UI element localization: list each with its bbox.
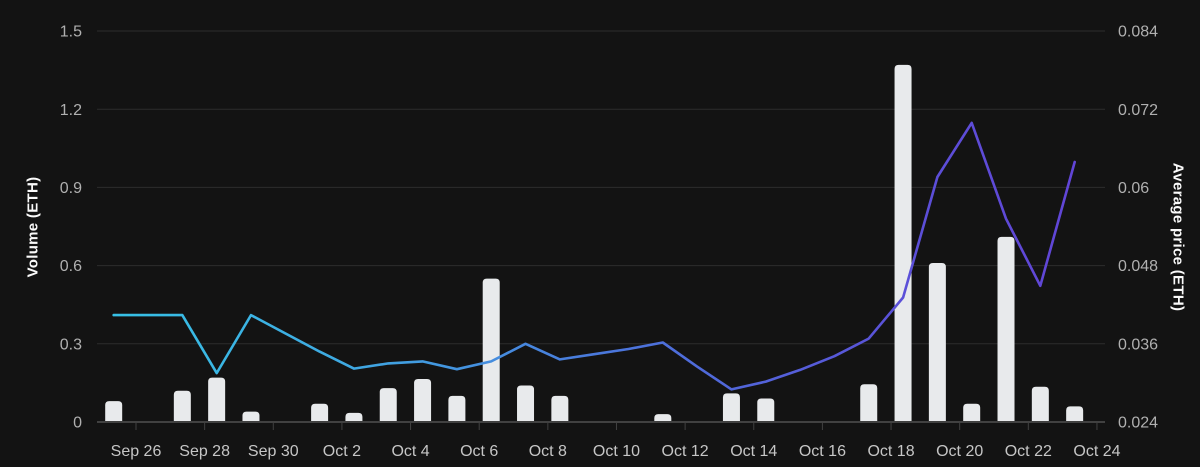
x-axis-tick-label: Oct 6 xyxy=(460,443,498,460)
right-axis-title: Average price (ETH) xyxy=(1169,162,1187,312)
y-axis-tick-label: 0.048 xyxy=(1118,258,1158,275)
x-axis-tick-label: Oct 24 xyxy=(1073,443,1120,460)
left-axis-title: Volume (ETH) xyxy=(24,176,42,278)
x-axis-tick-label: Oct 22 xyxy=(1005,443,1052,460)
y-axis-tick-label: 0.036 xyxy=(1118,336,1158,353)
x-axis-tick-label: Sep 26 xyxy=(111,443,162,460)
volume-bar[interactable] xyxy=(173,390,191,424)
volume-bar[interactable] xyxy=(414,378,432,424)
x-axis-tick-label: Oct 2 xyxy=(323,443,361,460)
x-axis-tick-label: Oct 14 xyxy=(730,443,777,460)
y-axis-right: 0.024 0.036 0.048 0.06 0.072 0.084 xyxy=(1118,24,1158,432)
volume-bar[interactable] xyxy=(208,377,226,424)
y-axis-tick-label: 0.084 xyxy=(1118,24,1158,41)
y-axis-tick-label: 0 xyxy=(73,415,82,432)
price-line[interactable] xyxy=(112,121,1076,391)
y-axis-tick-label: 0.06 xyxy=(1118,180,1149,197)
x-axis-tick-label: Sep 30 xyxy=(248,443,299,460)
x-axis-tick-label: Oct 4 xyxy=(391,443,429,460)
x-axis-tick-label: Oct 18 xyxy=(867,443,914,460)
x-axis-tick-label: Sep 28 xyxy=(179,443,230,460)
volume-bar[interactable] xyxy=(722,393,740,424)
volume-bar[interactable] xyxy=(963,403,981,424)
x-axis-tick-label: Oct 20 xyxy=(936,443,983,460)
volume-bar[interactable] xyxy=(928,262,946,424)
volume-bar[interactable] xyxy=(379,388,397,424)
volume-bar[interactable] xyxy=(242,411,260,424)
volume-bar[interactable] xyxy=(997,236,1015,424)
x-axis-tick-label: Oct 10 xyxy=(593,443,640,460)
volume-bar[interactable] xyxy=(757,398,775,424)
y-axis-tick-label: 0.6 xyxy=(60,258,82,275)
volume-bar[interactable] xyxy=(517,385,535,424)
volume-bar[interactable] xyxy=(1066,406,1084,424)
volume-bar[interactable] xyxy=(482,278,500,424)
volume-bars xyxy=(105,64,1084,424)
volume-bar[interactable] xyxy=(105,401,123,424)
y-axis-left: 0 0.3 0.6 0.9 1.2 1.5 xyxy=(60,24,82,432)
volume-bar[interactable] xyxy=(1031,386,1049,424)
y-axis-tick-label: 1.5 xyxy=(60,24,82,41)
y-axis-tick-label: 0.3 xyxy=(60,336,82,353)
y-axis-tick-label: 0.072 xyxy=(1118,102,1158,119)
volume-bar[interactable] xyxy=(894,64,912,424)
volume-bar[interactable] xyxy=(654,414,672,424)
volume-bar[interactable] xyxy=(551,395,569,424)
volume-bar[interactable] xyxy=(345,412,363,424)
volume-bar[interactable] xyxy=(860,384,878,424)
x-axis: Sep 26 Sep 28 Sep 30 Oct 2 Oct 4 Oct 6 Oct 8 Oc… xyxy=(97,421,1121,460)
y-axis-tick-label: 1.2 xyxy=(60,102,82,119)
y-axis-tick-label: 0.9 xyxy=(60,180,82,197)
y-axis-tick-label: 0.024 xyxy=(1118,415,1158,432)
x-axis-tick-label: Oct 16 xyxy=(799,443,846,460)
volume-bar[interactable] xyxy=(311,403,329,424)
x-axis-tick-label: Oct 8 xyxy=(529,443,567,460)
volume-bar[interactable] xyxy=(448,395,466,424)
x-axis-tick-label: Oct 12 xyxy=(662,443,709,460)
